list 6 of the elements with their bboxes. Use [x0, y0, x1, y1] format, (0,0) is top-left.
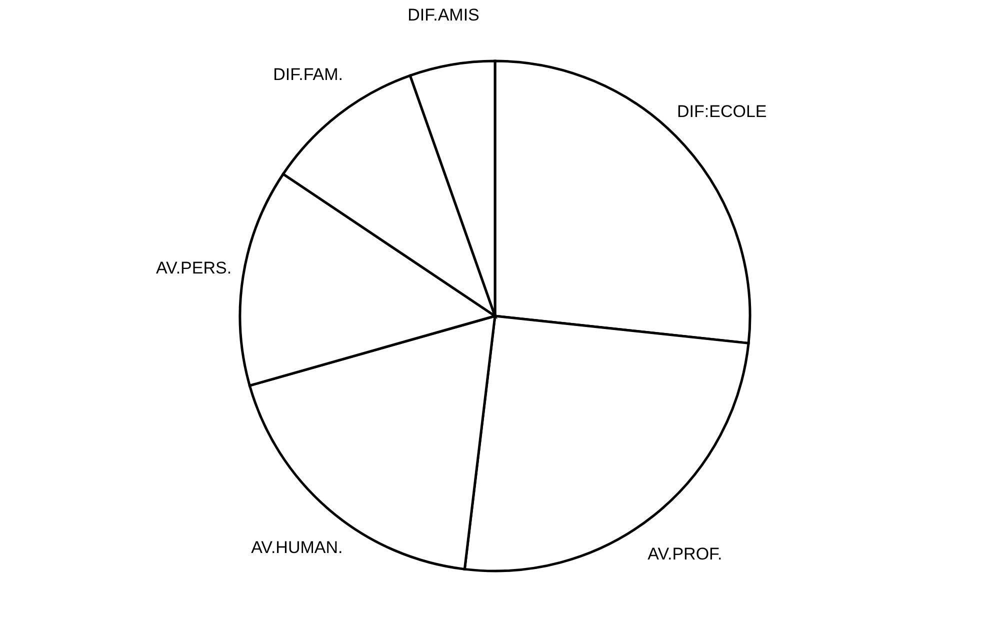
slice-label: DIF.FAM.	[273, 65, 344, 84]
slice-label: DIF.AMIS	[408, 5, 480, 24]
slice-label: AV.PROF.	[648, 544, 722, 564]
slice-label: AV.HUMAN.	[251, 538, 343, 557]
slice-label: DIF:ECOLE	[677, 102, 767, 122]
slice-label: AV.PERS.	[156, 258, 232, 278]
